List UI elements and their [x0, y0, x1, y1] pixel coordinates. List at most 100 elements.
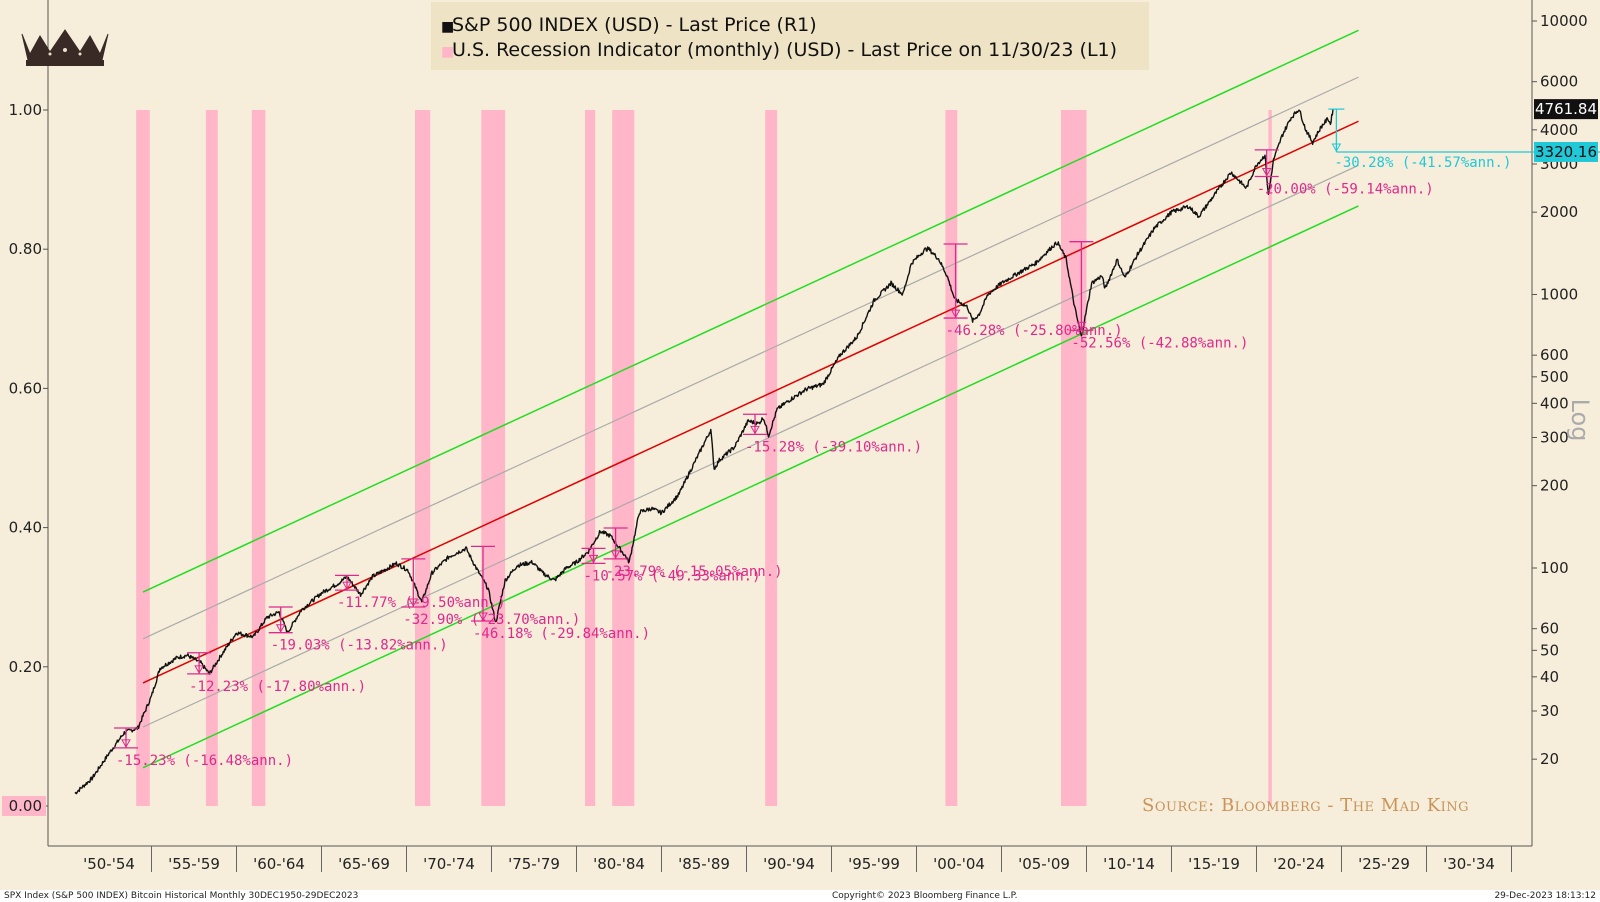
drawdown-label-3: -11.77% (-9.50%ann.) — [337, 595, 506, 611]
left-tick-label-5: 1.00 — [9, 101, 42, 119]
plot-area — [48, 0, 1532, 846]
drawdown-arrow-6 — [588, 554, 599, 564]
channel-lower-outer — [142, 205, 1359, 769]
left-tick-label-2: 0.40 — [9, 519, 42, 537]
regression-line — [142, 120, 1359, 684]
right-tick-label-11: 1000 — [1540, 286, 1578, 304]
drawdown-11: -20.00% (-59.14%ann.) — [1254, 149, 1434, 198]
drawdown-7: -23.79% (-15.05%ann.) — [603, 527, 783, 580]
left-tick-label-4: 0.80 — [9, 240, 42, 258]
projection-arrow — [1331, 143, 1342, 152]
drawdown-0: -15.23% (-16.48%ann.) — [114, 727, 293, 769]
channel-upper-outer — [142, 29, 1359, 593]
right-tick-label-7: 300 — [1540, 429, 1569, 447]
bottom-axis-band — [0, 846, 1600, 890]
drawdown-arrow-5 — [478, 612, 488, 622]
x-tick-label-1: '55-'59 — [168, 855, 220, 873]
footer-center: Copyright© 2023 Bloomberg Finance L.P. — [832, 891, 1017, 901]
last-price-label: 4761.84 — [1535, 100, 1597, 118]
drawdown-label-2: -19.03% (-13.82%ann.) — [271, 638, 448, 654]
x-tick-label-14: '20-'24 — [1273, 855, 1325, 873]
x-tick-label-6: '80-'84 — [593, 855, 645, 873]
target-price-badge — [1534, 141, 1598, 162]
right-tick-label-15: 6000 — [1540, 73, 1578, 91]
channel-upper-inner — [142, 76, 1359, 640]
drawdown-6: -10.57% (-49.33%ann.) — [581, 547, 761, 584]
x-tick-label-7: '85-'89 — [678, 855, 730, 873]
drawdown-label-9: -46.28% (-25.80%ann.) — [946, 323, 1123, 339]
left-tick-label-1: 0.20 — [9, 658, 42, 676]
drawdown-4: -32.90% (-23.70%ann.) — [401, 558, 580, 628]
left-current-value-box — [2, 796, 46, 816]
drawdown-label-7: -23.79% (-15.05%ann.) — [606, 564, 783, 580]
legend-marker-price: ■ — [441, 19, 454, 35]
right-tick-label-16: 10000 — [1540, 12, 1588, 30]
right-gutter — [1532, 0, 1600, 846]
drawdown-3: -11.77% (-9.50%ann.) — [335, 574, 506, 611]
drawdown-label-4: -32.90% (-23.70%ann.) — [403, 612, 580, 628]
x-tick-label-3: '65-'69 — [338, 855, 390, 873]
recession-bar-3 — [415, 110, 431, 806]
left-gutter — [0, 0, 48, 846]
log-scale-label: Log — [1566, 399, 1594, 442]
right-tick-label-8: 400 — [1540, 394, 1569, 412]
footer-right: 29-Dec-2023 18:13:12 — [1494, 891, 1596, 901]
recession-bar-8 — [945, 110, 958, 806]
legend-label-recession: U.S. Recession Indicator (monthly) (USD)… — [452, 39, 1117, 61]
x-tick-label-0: '50-'54 — [83, 855, 135, 873]
drawdown-5: -46.18% (-29.84%ann.) — [471, 545, 650, 642]
legend-label-price: S&P 500 INDEX (USD) - Last Price (R1) — [452, 14, 817, 36]
drawdown-10: -52.56% (-42.88%ann.) — [1069, 241, 1248, 351]
drawdown-1: -12.23% (-17.80%ann.) — [187, 652, 366, 695]
channel-lower-inner — [142, 164, 1359, 728]
drawdown-2: -19.03% (-13.82%ann.) — [268, 606, 448, 654]
x-tick-label-16: '30-'34 — [1443, 855, 1495, 873]
x-tick-label-9: '95-'99 — [848, 855, 900, 873]
drawdown-label-11: -20.00% (-59.14%ann.) — [1257, 182, 1434, 198]
recession-bar-7 — [765, 110, 778, 806]
right-tick-label-1: 30 — [1540, 702, 1559, 720]
recession-bar-0 — [136, 110, 150, 806]
price-line — [74, 109, 1334, 795]
x-tick-label-4: '70-'74 — [423, 855, 475, 873]
right-tick-label-3: 50 — [1540, 641, 1559, 659]
target-price-label: 3320.16 — [1535, 143, 1597, 161]
drawdown-label-5: -46.18% (-29.84%ann.) — [473, 626, 650, 642]
drawdown-8: -15.28% (-39.10%ann.) — [743, 413, 922, 455]
drawdown-arrow-4 — [408, 598, 419, 608]
x-tick-label-2: '60-'64 — [253, 855, 305, 873]
recession-bar-4 — [481, 110, 506, 806]
drawdown-markers: -15.23% (-16.48%ann.) -12.23% (-17.80%ann… — [114, 149, 1434, 769]
right-tick-label-0: 20 — [1540, 750, 1559, 768]
x-tick-label-10: '00-'04 — [933, 855, 985, 873]
drawdown-label-1: -12.23% (-17.80%ann.) — [189, 679, 366, 695]
drawdown-arrow-7 — [610, 550, 621, 559]
x-tick-label-5: '75-'79 — [508, 855, 560, 873]
x-axis: '50-'54 '55-'59 '60-'64 '65-'69 '70-'74 '75-'… — [83, 846, 1512, 873]
recession-bar-2 — [251, 110, 266, 806]
x-tick-label-11: '05-'09 — [1018, 855, 1070, 873]
recession-bar-10 — [1268, 110, 1272, 806]
footer-left: SPX Index (S&P 500 INDEX) Bitcoin Histor… — [4, 891, 358, 901]
drawdown-arrow-8 — [750, 425, 760, 435]
drawdown-label-10: -52.56% (-42.88%ann.) — [1071, 335, 1248, 351]
price-series — [74, 109, 1334, 795]
recession-bar-1 — [205, 110, 218, 806]
left-tick-label-3: 0.60 — [9, 379, 42, 397]
left-tick-label-0: 0.00 — [9, 797, 42, 815]
drawdown-arrow-2 — [275, 624, 286, 633]
drawdown-arrow-11 — [1261, 168, 1272, 177]
regression-channel — [142, 29, 1359, 769]
legend-box — [431, 2, 1149, 70]
x-tick-label-15: '25-'29 — [1358, 855, 1410, 873]
x-tick-label-12: '10-'14 — [1103, 855, 1155, 873]
projection-label: -30.28% (-41.57%ann.) — [1334, 155, 1511, 171]
drawdown-arrow-0 — [121, 739, 131, 748]
right-tick-label-12: 2000 — [1540, 203, 1578, 221]
right-axis: 2030405060100200300400500600100020003000… — [1532, 12, 1598, 768]
drawdown-arrow-10 — [1076, 321, 1087, 331]
drawdown-arrow-1 — [194, 665, 204, 674]
legend-marker-recession: ■ — [441, 44, 454, 60]
drawdown-label-0: -15.23% (-16.48%ann.) — [116, 753, 293, 769]
